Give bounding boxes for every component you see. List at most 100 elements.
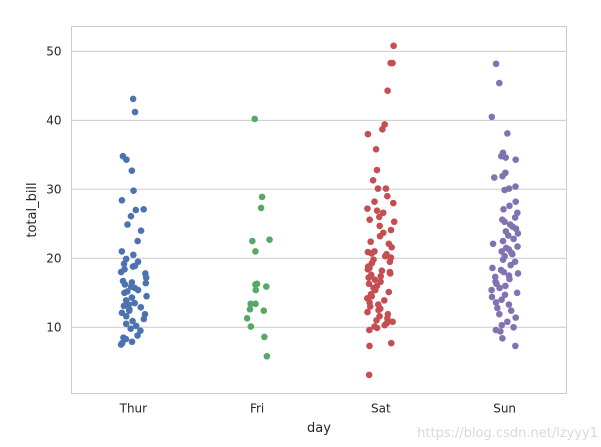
data-point-sun bbox=[504, 130, 511, 137]
data-point-thur bbox=[130, 187, 137, 194]
data-point-sun bbox=[489, 240, 497, 248]
data-point-thur bbox=[134, 286, 142, 294]
data-point-sat bbox=[390, 42, 397, 50]
data-point-sun bbox=[490, 174, 498, 181]
data-point-thur bbox=[127, 212, 135, 220]
x-tick-label: Thur bbox=[119, 402, 148, 416]
data-point-sat bbox=[373, 166, 381, 174]
data-point-thur bbox=[137, 303, 145, 311]
x-tick-label: Fri bbox=[250, 402, 264, 416]
data-point-sat bbox=[364, 308, 371, 316]
data-point-sat bbox=[373, 207, 381, 214]
data-point-fri bbox=[252, 300, 259, 308]
data-point-fri bbox=[251, 115, 259, 123]
data-point-sat bbox=[366, 216, 374, 223]
data-point-sat bbox=[374, 185, 382, 192]
data-point-sat bbox=[386, 270, 394, 277]
data-point-sat bbox=[381, 321, 388, 329]
data-point-thur bbox=[123, 156, 130, 163]
plot-frame bbox=[71, 26, 567, 394]
data-point-sun bbox=[507, 307, 515, 315]
data-point-sat bbox=[382, 185, 390, 192]
data-point-sun bbox=[506, 202, 513, 210]
data-point-sun bbox=[499, 237, 507, 245]
data-point-thur bbox=[132, 322, 140, 330]
data-point-sun bbox=[498, 321, 506, 329]
data-point-sun bbox=[505, 232, 512, 239]
data-point-thur bbox=[131, 108, 139, 116]
data-point-sun bbox=[500, 268, 508, 276]
data-point-sun bbox=[501, 186, 508, 194]
data-point-thur bbox=[120, 260, 128, 268]
data-point-thur bbox=[132, 206, 140, 214]
data-point-thur bbox=[142, 274, 150, 281]
data-point-thur bbox=[129, 263, 137, 270]
data-point-fri bbox=[258, 193, 266, 201]
data-point-thur bbox=[134, 332, 141, 339]
data-point-sun bbox=[514, 243, 521, 250]
data-point-sat bbox=[376, 232, 384, 240]
data-point-thur bbox=[128, 294, 136, 301]
data-point-thur bbox=[137, 327, 144, 335]
data-point-thur bbox=[130, 251, 137, 259]
data-point-thur bbox=[134, 237, 141, 245]
data-point-sun bbox=[502, 154, 510, 161]
data-point-sun bbox=[492, 60, 500, 68]
data-point-thur bbox=[140, 206, 147, 213]
data-point-thur bbox=[121, 281, 129, 288]
data-point-sun bbox=[512, 183, 519, 190]
data-point-sat bbox=[379, 209, 387, 217]
data-point-sun bbox=[491, 273, 499, 281]
data-point-sat bbox=[365, 274, 372, 281]
data-point-sun bbox=[501, 218, 508, 226]
data-point-thur bbox=[117, 341, 125, 348]
data-point-sat bbox=[377, 272, 385, 280]
data-point-sun bbox=[510, 235, 517, 243]
data-point-sat bbox=[381, 252, 389, 260]
y-tick-label: 10 bbox=[46, 320, 61, 334]
data-point-sat bbox=[387, 339, 395, 347]
data-point-thur bbox=[128, 338, 136, 346]
data-point-fri bbox=[260, 307, 268, 315]
y-tick-label: 40 bbox=[46, 113, 61, 127]
x-axis-title: day bbox=[307, 421, 331, 436]
data-point-sat bbox=[364, 266, 372, 273]
y-tick-label: 20 bbox=[46, 251, 61, 265]
data-point-thur bbox=[118, 248, 126, 255]
data-point-sat bbox=[388, 243, 395, 251]
data-point-sun bbox=[489, 264, 496, 272]
data-point-thur bbox=[125, 307, 133, 315]
data-point-sun bbox=[514, 230, 522, 237]
data-point-sat bbox=[364, 205, 371, 212]
data-point-sat bbox=[366, 303, 374, 310]
data-point-sun bbox=[512, 314, 520, 321]
data-point-thur bbox=[118, 197, 126, 204]
x-tick-labels: Thur Fri Sat Sun bbox=[119, 402, 516, 416]
y-tick-label: 50 bbox=[46, 44, 61, 58]
data-point-sun bbox=[498, 296, 505, 303]
data-point-sun bbox=[505, 301, 513, 308]
data-point-sat bbox=[372, 145, 380, 153]
data-point-sat bbox=[365, 371, 373, 379]
grid-lines bbox=[71, 50, 567, 328]
data-point-sat bbox=[389, 318, 396, 326]
data-point-sun bbox=[499, 172, 506, 180]
data-point-sat bbox=[384, 315, 391, 322]
data-point-sat bbox=[371, 198, 378, 206]
x-tick-label: Sat bbox=[371, 402, 391, 416]
data-point-thur bbox=[129, 317, 136, 325]
data-point-sun bbox=[498, 248, 505, 255]
data-point-thur bbox=[128, 167, 136, 174]
data-point-sun bbox=[488, 113, 496, 121]
data-points bbox=[117, 42, 522, 379]
data-point-thur bbox=[120, 302, 128, 310]
watermark-text: https://blog.csdn.net/lzyyy1 bbox=[417, 426, 598, 441]
data-point-thur bbox=[129, 95, 137, 103]
data-point-sun bbox=[492, 299, 500, 306]
data-point-sat bbox=[378, 267, 386, 275]
data-point-sun bbox=[512, 198, 519, 206]
data-point-sun bbox=[511, 214, 519, 221]
data-point-thur bbox=[140, 315, 148, 323]
